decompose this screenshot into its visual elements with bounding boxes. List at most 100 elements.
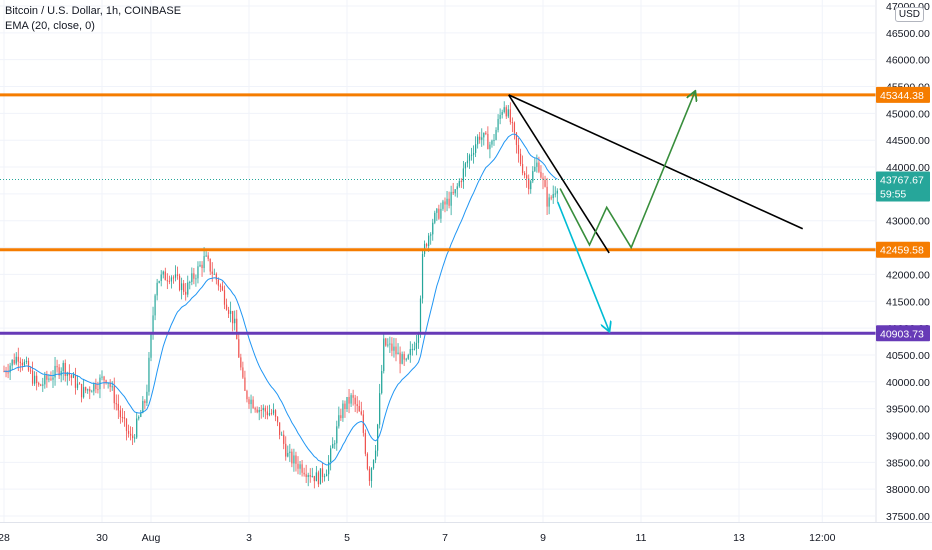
candle-body: [460, 181, 462, 183]
candle-body: [477, 136, 479, 145]
candle-body: [199, 264, 201, 267]
candle-body: [50, 378, 52, 380]
candle-body: [442, 201, 444, 209]
candle-body: [370, 468, 373, 481]
candle-body: [209, 258, 211, 272]
candle-body: [426, 243, 428, 247]
time-axis: 28 30 Aug 3 5 7 9 11 13 12:00: [0, 522, 932, 550]
price-tag-45344.38[interactable]: [876, 86, 930, 103]
candle-body: [493, 139, 495, 141]
time-axis-bg[interactable]: [0, 523, 932, 550]
countdown-text: 59:55: [880, 189, 906, 201]
drawings-layer: [508, 92, 804, 331]
candle-body: [230, 310, 232, 314]
candle-body: [146, 391, 148, 404]
candle-body: [528, 178, 530, 190]
candle-body: [536, 162, 538, 167]
indicator-label[interactable]: EMA (20, close, 0): [5, 20, 95, 32]
trend-line[interactable]: [508, 94, 804, 230]
last-price-tag[interactable]: [876, 171, 930, 202]
candle-body: [334, 443, 336, 445]
grid: [0, 0, 875, 522]
candle-body: [540, 171, 542, 178]
candle-body: [542, 177, 544, 180]
candle-body: [364, 432, 366, 454]
last-price-text: 43767.67: [880, 175, 924, 187]
candle-body: [321, 468, 324, 477]
candle-body: [148, 357, 150, 392]
candle-body: [276, 416, 279, 423]
candle-body: [554, 193, 556, 195]
projection-path-cyan[interactable]: [556, 201, 609, 331]
time-tick-label: 28: [0, 532, 10, 544]
price-tick-label: 40000.00: [886, 377, 930, 389]
candle-body: [87, 389, 89, 391]
candle-body: [266, 411, 268, 416]
candle-body: [285, 443, 287, 457]
currency-button[interactable]: USD: [894, 7, 924, 22]
price-levels-layer: [0, 93, 876, 335]
candle-body: [489, 144, 491, 150]
candle-body: [436, 208, 438, 213]
price-tick-label: 46500.00: [886, 28, 930, 40]
candle-body: [197, 266, 199, 279]
candle-body: [287, 452, 289, 457]
ema-line[interactable]: [3, 133, 558, 466]
candle-body: [301, 464, 303, 473]
candle-body: [48, 378, 50, 380]
candle-body: [336, 426, 338, 444]
candle-body: [168, 280, 170, 282]
candle-body: [399, 352, 401, 364]
candle-body: [15, 356, 17, 364]
candle-body: [7, 372, 9, 374]
price-tick-label: 39500.00: [886, 404, 930, 416]
projection-path-green[interactable]: [559, 92, 695, 250]
candle-body: [511, 122, 513, 124]
candle-body: [42, 384, 44, 386]
candle-body: [187, 282, 189, 295]
candle-body: [440, 208, 442, 219]
candle-body: [409, 349, 411, 356]
candle-body: [52, 377, 54, 380]
candle-body: [295, 455, 297, 464]
candle-body: [103, 376, 105, 381]
price-axis: 37500.00 38000.00 38500.00 39000.00 39500.00…: [875, 0, 932, 550]
candle-body: [293, 455, 295, 464]
candle-body: [191, 273, 193, 282]
price-tick-label: 37500.00: [886, 511, 930, 523]
candle-body: [66, 372, 68, 376]
price-tag-42459.58[interactable]: [876, 241, 930, 258]
candle-body: [11, 359, 13, 366]
candle-body: [195, 278, 197, 280]
candle-body: [346, 396, 348, 409]
candle-body: [258, 410, 260, 413]
candle-body: [44, 375, 46, 385]
candle-body: [60, 371, 62, 376]
candle-body: [138, 416, 140, 419]
candle-body: [85, 387, 87, 391]
candle-body: [538, 162, 540, 172]
candle-body: [481, 137, 483, 140]
candle-body: [413, 348, 415, 350]
candle-body: [127, 430, 130, 434]
trend-line[interactable]: [508, 94, 610, 254]
candle-body: [274, 410, 277, 417]
candle-body: [313, 475, 315, 482]
price-tick-label: 38000.00: [886, 484, 930, 496]
candle-body: [46, 375, 48, 380]
candle-body: [166, 280, 168, 282]
symbol-title[interactable]: Bitcoin / U.S. Dollar, 1h, COINBASE: [5, 5, 182, 17]
candle-body: [185, 291, 187, 295]
price-tag-40903.73[interactable]: [876, 325, 930, 342]
candle-body: [72, 374, 75, 378]
candle-body: [123, 417, 126, 419]
candle-body: [93, 383, 95, 392]
candle-body: [95, 383, 97, 390]
candle-body: [38, 383, 40, 385]
candle-body: [338, 415, 340, 427]
candle-body: [393, 346, 395, 351]
candle-body: [80, 383, 83, 398]
price-tick-label: 46000.00: [886, 55, 930, 67]
